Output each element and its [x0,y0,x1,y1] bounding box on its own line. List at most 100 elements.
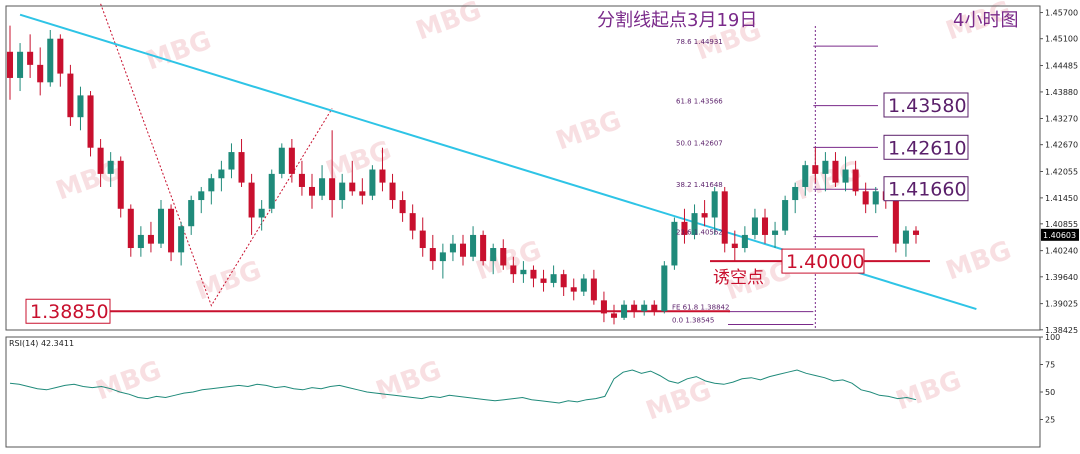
watermark-text: MBG [142,25,215,76]
candle-body [238,152,245,183]
candle-body [892,200,899,244]
candle-body [701,213,708,218]
y-tick-label: 1.45700 [1045,9,1078,18]
candle-body [147,234,154,244]
watermark-text: MBG [892,365,965,416]
watermark-text: MBG [192,255,265,306]
candle-body [198,191,205,201]
candle-body [389,182,396,201]
y-tick-label: 1.43270 [1045,115,1078,124]
rsi-y-tick-label: 75 [1045,361,1055,370]
current-price-tag [1041,228,1079,241]
candle-body [208,178,215,192]
candle-body [349,182,356,192]
candle-body [550,274,557,283]
candle-body [782,200,789,231]
candle-body [47,38,54,83]
candle-body [459,243,467,257]
watermark-text: MBG [552,105,625,156]
candle-body [419,230,426,249]
candle-body [912,230,920,235]
candle-body [580,278,587,292]
fib-level-label: 23.6 1.40562 [676,229,723,237]
candle-body [258,208,265,218]
candle-body [107,160,114,174]
candle-body [399,200,406,214]
main-frame [5,5,1041,331]
candle-body [218,169,225,179]
candle-body [822,160,829,174]
level-label-1-42610: 1.42610 [888,137,967,159]
candle-body [409,213,416,231]
chart-title: 分割线起点3月19日 [597,10,757,31]
candle-body [17,51,24,78]
y-tick-label: 1.40855 [1045,220,1078,229]
level-label-1-40000: 1.40000 [786,251,865,273]
candle-body [671,221,678,266]
candle-body [651,304,658,312]
level-label-1-41660: 1.41660 [888,179,967,201]
candle-body [540,278,547,283]
candle-body [339,182,346,201]
candle-body [319,178,326,196]
candle-body [278,147,285,174]
candle-body [600,300,607,314]
candle-body [661,265,668,312]
candle-body [37,64,44,83]
candle-body [570,287,577,292]
watermark-text: MBG [92,355,165,406]
y-tick-label: 1.42670 [1045,141,1078,150]
level-label-1-43580: 1.43580 [888,95,967,117]
candle-body [157,208,165,244]
candle-body [359,191,366,196]
candle-body [228,152,235,170]
watermark-text: MBG [412,0,485,47]
rsi-panel: RSI(14) 42.3411 100 75 50 25 [9,333,1060,425]
candle-body [77,95,84,118]
y-tick-label: 1.41450 [1045,194,1078,203]
candle-body [449,243,456,253]
candle-body [178,226,185,253]
candle-body [429,248,436,262]
candle-body [711,191,718,218]
candle-body [369,169,376,196]
y-axis: 1.45700 1.45100 1.44485 1.43880 1.43270 1.426… [1040,9,1079,335]
candle-body [902,230,909,244]
candle-body [761,217,769,235]
candle-body [560,274,567,288]
fib-level-label: 61.8 1.43566 [676,98,723,106]
rsi-y-tick-label: 25 [1045,416,1055,425]
candle-body [117,160,124,209]
rsi-title: RSI(14) 42.3411 [9,339,74,348]
level-label-1-40000-box [781,248,865,274]
candle-body [530,269,537,279]
rsi-y-tick-label: 50 [1045,388,1055,397]
candle-body [67,73,74,118]
labels-layer: 分割线起点3月19日 4小时图 78.6 1.44931 61.8 1.43566 50… [25,10,1018,325]
watermark-text: MBG [372,355,445,406]
candle-body [590,278,597,301]
candle-body [57,38,64,74]
annotation-label: 诱空点 [713,268,764,288]
candle-body [470,234,477,257]
level-label-1-41660-box [883,176,969,202]
candle-body [631,304,638,312]
candle-body [731,243,738,249]
candle-body [842,169,849,183]
rsi-y-tick-label: 100 [1045,333,1060,342]
candle-body [127,208,134,249]
candle-body [772,230,779,235]
candle-body [137,234,144,249]
candle-body [379,169,386,183]
candle-body [751,217,758,235]
rsi-frame [5,336,1041,448]
level-label-1-42610-box [883,134,969,160]
candle-body [691,213,698,235]
y-tick-label: 1.45100 [1045,35,1078,44]
candle-body [490,248,497,262]
y-tick-label: 1.43880 [1045,88,1078,97]
y-tick-label: 1.44485 [1045,62,1078,71]
